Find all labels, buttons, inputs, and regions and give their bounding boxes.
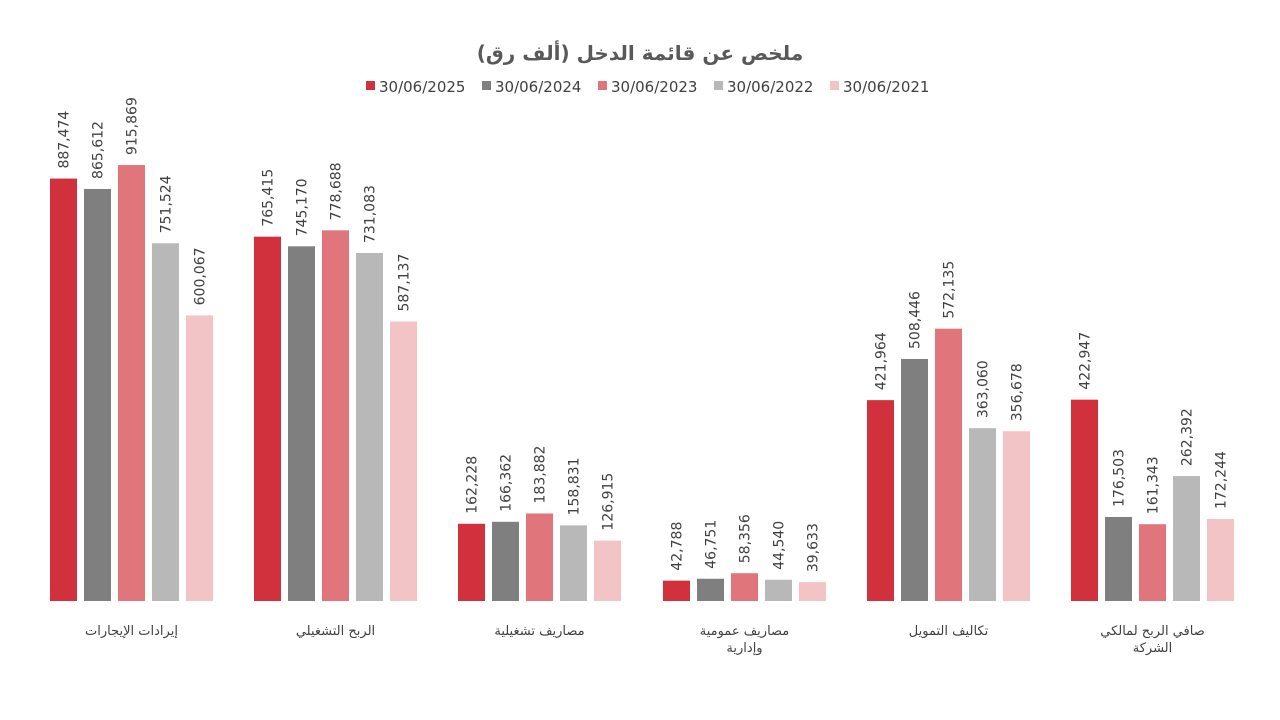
- bar: [867, 400, 894, 601]
- legend-swatch: [598, 81, 607, 90]
- data-label: 600,067: [193, 247, 209, 305]
- data-label: 126,915: [601, 473, 617, 531]
- data-label: 778,688: [329, 162, 345, 220]
- legend-item: 30/06/2023: [598, 78, 697, 96]
- data-label: 422,947: [1078, 332, 1094, 390]
- bar: [731, 573, 758, 601]
- bar: [765, 579, 792, 601]
- data-label: 158,831: [567, 457, 583, 515]
- bar: [1105, 516, 1132, 601]
- bar: [356, 253, 383, 601]
- data-label: 751,524: [159, 175, 175, 233]
- legend-label: 30/06/2021: [843, 78, 929, 96]
- data-label: 421,964: [874, 332, 890, 390]
- legend-label: 30/06/2023: [611, 78, 697, 96]
- category-axis: إيرادات الإيجارات الربح التشغيلي مصاريف تش…: [85, 624, 1205, 656]
- bar: [1139, 524, 1166, 601]
- bar: [152, 243, 179, 601]
- bar: [492, 521, 519, 601]
- bar: [697, 578, 724, 601]
- data-label: 887,474: [57, 111, 73, 169]
- bar: [969, 428, 996, 601]
- legend-label: 30/06/2025: [379, 78, 465, 96]
- bar: [322, 230, 349, 601]
- legend-item: 30/06/2022: [714, 78, 813, 96]
- data-label: 58,356: [738, 514, 754, 563]
- data-label: 745,170: [295, 178, 311, 236]
- data-label: 356,678: [1010, 363, 1026, 421]
- bar: [50, 178, 77, 601]
- data-label: 39,633: [806, 523, 822, 572]
- data-label: 508,446: [908, 291, 924, 349]
- data-label: 587,137: [397, 254, 413, 312]
- bar: [799, 582, 826, 601]
- bar: [1207, 519, 1234, 601]
- data-label: 765,415: [261, 169, 277, 227]
- data-label: 183,882: [533, 446, 549, 504]
- legend: 30/06/2025 30/06/2024 30/06/2023 30/06/2022…: [366, 78, 929, 96]
- bar: [1003, 431, 1030, 601]
- legend-swatch: [830, 81, 839, 90]
- bar: [560, 525, 587, 601]
- legend-swatch: [482, 81, 491, 90]
- data-label: 166,362: [499, 454, 515, 512]
- legend-label: 30/06/2022: [727, 78, 813, 96]
- data-label: 731,083: [363, 185, 379, 243]
- category-label: إيرادات الإيجارات: [85, 624, 178, 639]
- bar: [288, 246, 315, 602]
- legend-swatch: [366, 81, 375, 90]
- category-label: صافي الربح لمالكي الشركة: [1100, 624, 1204, 656]
- data-label: 161,343: [1146, 456, 1162, 514]
- legend-label: 30/06/2024: [495, 78, 581, 96]
- bar: [254, 236, 281, 601]
- legend-swatch: [714, 81, 723, 90]
- legend-item: 30/06/2025: [366, 78, 465, 96]
- chart-title: ملخص عن قائمة الدخل (ألف رق): [477, 39, 803, 65]
- bar: [1071, 399, 1098, 601]
- bar: [458, 523, 485, 601]
- bar: [901, 358, 928, 601]
- data-label: 162,228: [465, 456, 481, 514]
- bar: [594, 540, 621, 601]
- data-label: 915,869: [125, 97, 141, 155]
- data-label: 44,540: [772, 521, 788, 570]
- data-label: 42,788: [670, 522, 686, 571]
- bar: [390, 321, 417, 601]
- bar: [1173, 476, 1200, 601]
- bar: [935, 328, 962, 601]
- data-label: 363,060: [976, 360, 992, 418]
- data-label: 172,244: [1214, 451, 1230, 509]
- data-label: 176,503: [1112, 449, 1128, 507]
- category-label: مصاريف عمومية وإدارية: [700, 624, 790, 656]
- category-label: الربح التشغيلي: [296, 624, 375, 639]
- bar: [118, 165, 145, 601]
- data-label: 865,612: [91, 121, 107, 179]
- bar: [186, 315, 213, 601]
- data-label: 262,392: [1180, 408, 1196, 466]
- bar: [526, 513, 553, 601]
- legend-item: 30/06/2024: [482, 78, 581, 96]
- data-label: 46,751: [704, 520, 720, 569]
- bar: [84, 188, 111, 601]
- category-label: تكاليف التمويل: [909, 624, 989, 639]
- plot-area: 887,474 865,612 915,869 751,524 600,067 765,4…: [50, 97, 1234, 602]
- bar: [663, 580, 690, 601]
- legend-item: 30/06/2021: [830, 78, 929, 96]
- category-label: مصاريف تشغيلية: [494, 624, 584, 639]
- data-label: 572,135: [942, 261, 958, 319]
